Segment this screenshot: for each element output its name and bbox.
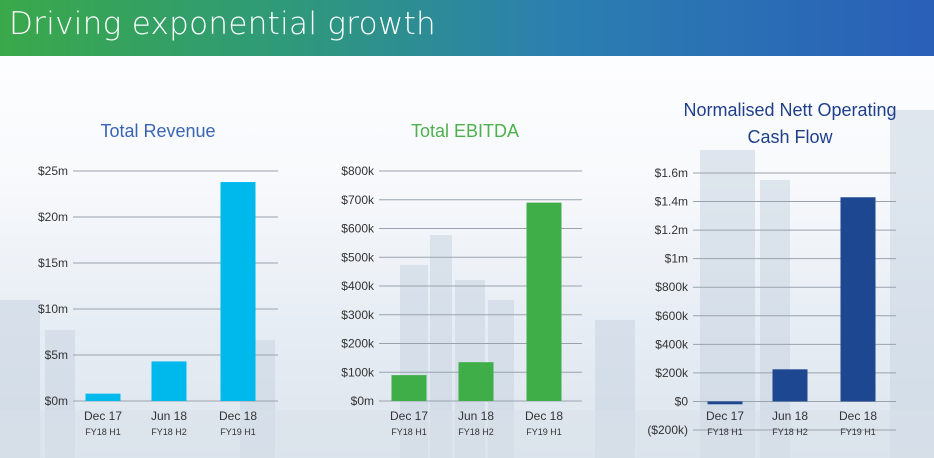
chart-cashflow-ytick-label: $200k — [655, 366, 689, 380]
chart-cashflow-ytick-label: $800k — [655, 280, 689, 294]
chart-cashflow-ytick-label: $600k — [655, 309, 689, 323]
chart-cashflow-xtick-sublabel: FY19 H1 — [840, 427, 876, 437]
chart-revenue-ytick-label: $0m — [45, 394, 68, 408]
chart-revenue-bar — [85, 393, 121, 401]
chart-ebitda-ytick-label: $0m — [351, 394, 374, 408]
chart-ebitda-bar — [526, 202, 562, 401]
chart-revenue-title: Total Revenue — [100, 121, 215, 141]
chart-revenue-xtick-label: Dec 17 — [84, 409, 122, 423]
chart-revenue-xtick-label: Jun 18 — [151, 409, 187, 423]
chart-ebitda-xtick-sublabel: FY18 H2 — [458, 427, 494, 437]
chart-cashflow-ytick-label: $1.4m — [655, 195, 688, 209]
chart-ebitda-xtick-label: Dec 17 — [390, 409, 428, 423]
chart-revenue-xtick-label: Dec 18 — [219, 409, 257, 423]
chart-ebitda-ytick-label: $800k — [341, 164, 375, 178]
chart-revenue-ytick-label: $15m — [38, 256, 68, 270]
chart-ebitda-xtick-sublabel: FY18 H1 — [391, 427, 427, 437]
chart-ebitda-ytick-label: $100k — [341, 365, 375, 379]
chart-cashflow-bar — [840, 197, 876, 402]
chart-ebitda-xtick-sublabel: FY19 H1 — [526, 427, 562, 437]
chart-cashflow-ytick-label: ($200k) — [647, 423, 688, 437]
chart-cashflow-ytick-label: $0 — [675, 394, 689, 408]
chart-ebitda-ytick-label: $600k — [341, 222, 375, 236]
chart-ebitda-title: Total EBITDA — [411, 121, 519, 141]
chart-ebitda-ytick-label: $300k — [341, 308, 375, 322]
chart-revenue-xtick-sublabel: FY19 H1 — [220, 427, 256, 437]
chart-ebitda-xtick-label: Jun 18 — [458, 409, 494, 423]
chart-revenue-bar — [220, 182, 256, 401]
chart-ebitda-bar — [458, 362, 494, 401]
chart-cashflow-ytick-label: $1m — [665, 252, 688, 266]
chart-revenue-ytick-label: $25m — [38, 164, 68, 178]
header-bar: Driving exponential growth — [0, 0, 934, 56]
chart-revenue-ytick-label: $5m — [45, 348, 68, 362]
chart-cashflow-xtick-label: Dec 17 — [706, 409, 744, 423]
chart-ebitda-ytick-label: $400k — [341, 279, 375, 293]
chart-cashflow-ytick-label: $1.6m — [655, 166, 688, 180]
chart-cashflow-title: Normalised Nett Operating — [683, 100, 896, 120]
chart-cashflow-xtick-sublabel: FY18 H2 — [772, 427, 808, 437]
chart-revenue-ytick-label: $10m — [38, 302, 68, 316]
chart-cashflow-ytick-label: $400k — [655, 337, 689, 351]
chart-revenue-ytick-label: $20m — [38, 210, 68, 224]
chart-cashflow-bar — [772, 369, 808, 402]
chart-ebitda-ytick-label: $500k — [341, 250, 375, 264]
chart-cashflow-title: Cash Flow — [747, 127, 833, 147]
chart-cashflow-ytick-label: $1.2m — [655, 223, 688, 237]
chart-cashflow-xtick-sublabel: FY18 H1 — [707, 427, 743, 437]
chart-ebitda-ytick-label: $200k — [341, 337, 375, 351]
chart-cashflow-xtick-label: Jun 18 — [772, 409, 808, 423]
chart-revenue-xtick-sublabel: FY18 H2 — [151, 427, 187, 437]
chart-ebitda-bar — [391, 375, 427, 401]
chart-revenue-xtick-sublabel: FY18 H1 — [85, 427, 121, 437]
chart-revenue-bar — [151, 361, 187, 401]
chart-cashflow-xtick-label: Dec 18 — [839, 409, 877, 423]
chart-ebitda-ytick-label: $700k — [341, 193, 375, 207]
page-title: Driving exponential growth — [9, 6, 436, 42]
chart-ebitda-xtick-label: Dec 18 — [525, 409, 563, 423]
chart-cashflow-bar — [707, 401, 743, 405]
